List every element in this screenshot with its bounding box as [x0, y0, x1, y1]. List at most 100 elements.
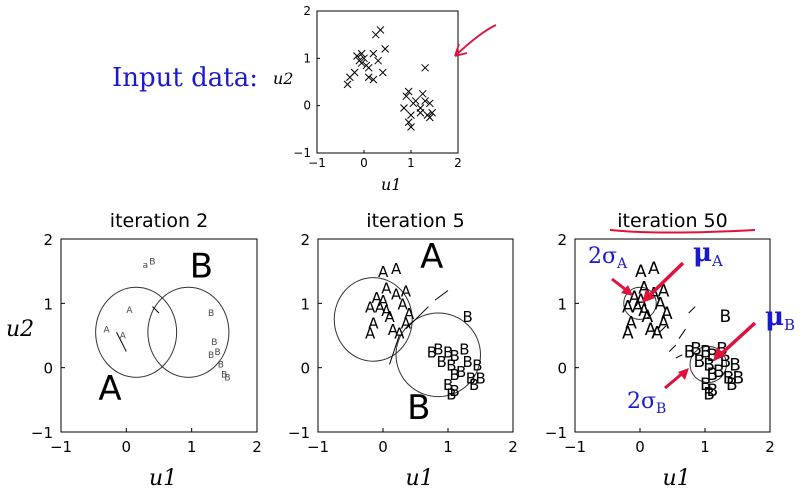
x-tick-label: 0 — [360, 156, 368, 170]
point-label-b: B — [707, 381, 719, 401]
point-label: B — [208, 351, 214, 361]
point-label-b: B — [446, 385, 456, 403]
y-tick-label: −1 — [293, 146, 311, 160]
mu-a-arrow — [646, 261, 685, 299]
x-tick-label: −1 — [307, 438, 329, 456]
point-label-b: B — [713, 362, 725, 382]
point-label-a: A — [368, 315, 379, 333]
x-axis-label: u1 — [406, 466, 434, 491]
point-label-b: B — [450, 382, 460, 400]
point-label-a: A — [625, 314, 637, 334]
input-chart: u2 u1 −1 0 1 2 −1 0 1 2 — [273, 4, 462, 194]
point-label-b: B — [450, 366, 460, 384]
chart-title: iteration 2 — [110, 210, 208, 232]
point-label-a: A — [655, 294, 667, 314]
point-label-a: A — [635, 262, 647, 282]
sigma-a-text: 2σA — [588, 244, 628, 272]
point-label-a: A — [622, 298, 634, 318]
mu-a-text: μA — [693, 238, 723, 270]
data-point-x — [353, 52, 361, 60]
y-tick-label: 0 — [557, 360, 567, 378]
x-tick-label: 2 — [454, 156, 462, 170]
data-point-x — [364, 73, 373, 82]
x-tick-label: 0 — [122, 438, 132, 456]
data-point-x — [400, 104, 408, 112]
mu-b-arrow — [718, 321, 757, 357]
y-tick-label: 1 — [300, 295, 310, 313]
point-label-a: A — [401, 282, 412, 300]
chart-frame — [317, 238, 514, 433]
y-tick-label: −1 — [288, 424, 310, 442]
input-chart-ylabel: u2 — [273, 69, 293, 88]
decision-boundary-dash — [116, 332, 127, 352]
point-label-a: A — [642, 307, 654, 327]
point-label: A — [126, 306, 133, 316]
x-tick-label: 1 — [700, 438, 710, 456]
mu-a-arrowhead — [642, 289, 655, 303]
data-point-x — [381, 45, 390, 53]
hand-drawn-arrow — [454, 24, 497, 57]
data-point-x — [421, 97, 429, 105]
decision-boundary-dash — [434, 290, 449, 301]
sigma-b-arrowhead — [678, 368, 689, 380]
chart-frame — [60, 238, 258, 433]
data-point-x — [425, 113, 434, 122]
x-tick-label: 1 — [187, 438, 197, 456]
input-chart-xlabel: u1 — [381, 175, 401, 194]
mu-b-annotation: μB — [713, 302, 795, 361]
point-label-a: A — [365, 299, 376, 317]
point-label-a: A — [388, 321, 399, 339]
x-tick-label: 2 — [252, 438, 262, 456]
y-tick-label: 1 — [43, 295, 53, 313]
x-tick-label: −1 — [564, 438, 586, 456]
gaussian-contour — [623, 286, 657, 320]
data-point-x — [360, 54, 368, 63]
x-tick-label: 2 — [508, 438, 518, 456]
point-label: a — [143, 261, 149, 271]
data-point-x — [411, 97, 420, 105]
point-label-b: B — [476, 369, 486, 387]
point-label-b: B — [437, 353, 447, 371]
decision-boundary-dash — [675, 354, 683, 359]
point-label-b: B — [450, 347, 460, 365]
point-label-b: B — [466, 369, 476, 387]
point-label-a: A — [385, 308, 396, 326]
input-chart-points — [343, 26, 437, 131]
x-tick-label: 0 — [378, 438, 388, 456]
point-label-b: B — [443, 376, 453, 394]
y-tick-label: −1 — [31, 424, 53, 442]
data-point-x — [407, 123, 415, 131]
y-tick-label: 2 — [303, 4, 311, 18]
point-label-b: B — [433, 340, 443, 358]
data-point-x — [428, 108, 437, 117]
y-tick-label: 0 — [300, 360, 310, 378]
underline-iteration-50 — [609, 229, 756, 234]
point-label-b: B — [694, 352, 706, 372]
data-point-x — [418, 89, 427, 98]
point-label-b: B — [707, 365, 719, 385]
data-point-x — [369, 49, 378, 58]
data-point-x — [402, 92, 411, 101]
y-tick-label: 2 — [300, 231, 310, 249]
point-label: B — [211, 338, 217, 348]
decision-boundary-dash — [389, 335, 400, 365]
input-data-label: Input data: — [112, 63, 258, 93]
point-label-b: B — [703, 355, 715, 375]
chart-frame — [574, 238, 771, 433]
point-label-b: B — [703, 384, 715, 404]
point-label-b: B — [707, 346, 719, 366]
x-axis-label: u1 — [149, 466, 177, 491]
data-point-x — [421, 63, 429, 72]
data-point-x — [369, 75, 378, 84]
point-label-a: A — [404, 305, 415, 323]
data-point-x — [357, 59, 366, 67]
mu-b-arrowhead — [713, 347, 726, 361]
gaussian-contour — [147, 286, 230, 378]
mu-b-text: μB — [765, 302, 795, 334]
y-tick-label: −1 — [545, 424, 567, 442]
data-point-x — [407, 111, 415, 119]
y-tick-label: 2 — [43, 231, 53, 249]
y-tick-label: 1 — [557, 295, 567, 313]
point-label-b: B — [733, 368, 745, 388]
